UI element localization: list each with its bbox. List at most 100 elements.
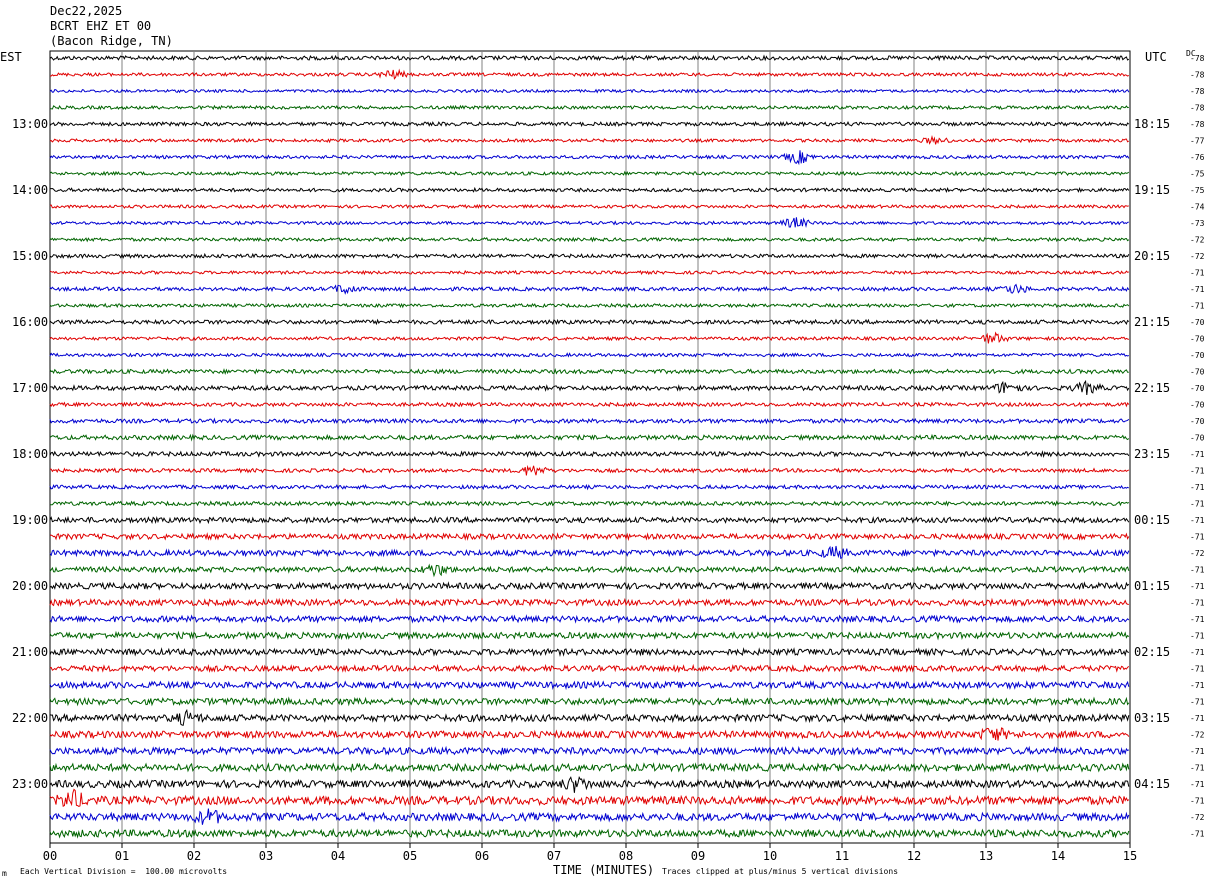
dc-offset-label: -70 xyxy=(1190,384,1205,393)
dc-offset-label: -71 xyxy=(1190,269,1205,278)
left-hour-label: 15:00 xyxy=(12,249,48,263)
dc-offset-label: -71 xyxy=(1190,500,1205,509)
seismic-trace xyxy=(50,379,1130,395)
seismic-trace xyxy=(49,170,1130,177)
clip-note: Traces clipped at plus/minus 5 vertical … xyxy=(662,867,899,876)
dc-offset-label: -72 xyxy=(1190,252,1205,261)
dc-offset-label: -75 xyxy=(1190,170,1205,179)
corner-mark: m xyxy=(2,869,7,878)
left-hour-label: 16:00 xyxy=(12,315,48,329)
dc-offset-label: -71 xyxy=(1190,615,1205,624)
dc-offset-label: -70 xyxy=(1190,417,1205,426)
dc-offset-label: -71 xyxy=(1190,302,1205,311)
dc-offset-label: -72 xyxy=(1190,731,1205,740)
seismic-trace xyxy=(49,597,1129,608)
seismic-trace xyxy=(49,236,1130,243)
seismic-trace xyxy=(49,186,1130,194)
dc-offset-label: -71 xyxy=(1190,681,1205,690)
dc-offset-label: -74 xyxy=(1190,203,1205,212)
seismic-trace xyxy=(49,283,1130,295)
plot-frame xyxy=(49,50,1131,844)
x-tick-label: 06 xyxy=(475,849,489,863)
seismic-trace xyxy=(49,500,1130,507)
dc-offset-label: -71 xyxy=(1190,797,1205,806)
x-tick-label: 07 xyxy=(547,849,561,863)
seismic-trace xyxy=(49,367,1129,375)
seismic-trace xyxy=(49,828,1130,839)
seismic-trace xyxy=(49,331,1129,344)
seismic-trace xyxy=(49,483,1130,491)
right-hour-label: 19:15 xyxy=(1134,183,1170,197)
x-tick-label: 11 xyxy=(835,849,849,863)
right-hour-label: 21:15 xyxy=(1134,315,1170,329)
seismic-trace xyxy=(49,515,1130,525)
seismic-trace xyxy=(49,776,1130,793)
grid-layer xyxy=(49,50,1131,848)
dc-offset-label: -78 xyxy=(1190,104,1205,113)
seismic-trace xyxy=(49,647,1130,657)
right-hour-label: 03:15 xyxy=(1134,711,1170,725)
seismic-trace xyxy=(49,464,1129,476)
dc-offset-label: -78 xyxy=(1190,87,1205,96)
dc-offset-label: -70 xyxy=(1190,401,1205,410)
seismic-trace xyxy=(49,708,1130,726)
seismic-trace xyxy=(49,433,1130,442)
x-tick-label: 12 xyxy=(907,849,921,863)
x-tick-label: 03 xyxy=(259,849,273,863)
seismic-trace xyxy=(49,54,1130,62)
seismic-trace xyxy=(49,680,1130,691)
dc-offset-label: -71 xyxy=(1190,632,1205,641)
dc-offset-label: -71 xyxy=(1190,533,1205,542)
left-hour-label: 13:00 xyxy=(12,117,48,131)
seismic-trace xyxy=(49,808,1130,825)
x-tick-label: 13 xyxy=(979,849,993,863)
seismic-trace xyxy=(50,68,1130,80)
dc-offset-label: -73 xyxy=(1190,219,1205,228)
dc-offset-label: -71 xyxy=(1190,450,1205,459)
dc-offset-label: -78 xyxy=(1190,54,1205,63)
seismic-trace xyxy=(49,696,1130,707)
seismic-trace xyxy=(49,614,1130,624)
x-tick-label: 15 xyxy=(1123,849,1137,863)
seismic-trace xyxy=(49,150,1130,166)
right-hour-label: 22:15 xyxy=(1134,381,1170,395)
seismic-trace xyxy=(49,302,1130,309)
x-tick-label: 14 xyxy=(1051,849,1065,863)
dc-offset-label: -71 xyxy=(1190,516,1205,525)
dc-offset-label: -71 xyxy=(1190,830,1205,839)
dc-offset-label: -71 xyxy=(1190,714,1205,723)
left-hour-label: 21:00 xyxy=(12,645,48,659)
right-hour-label: 20:15 xyxy=(1134,249,1170,263)
seismic-trace xyxy=(49,450,1130,458)
x-tick-label: 10 xyxy=(763,849,777,863)
dc-offset-label: -78 xyxy=(1190,120,1205,129)
dc-offset-label: -72 xyxy=(1190,549,1205,558)
seismic-trace xyxy=(49,203,1129,210)
seismic-trace xyxy=(49,727,1130,741)
dc-offset-label: -71 xyxy=(1190,747,1205,756)
dc-offset-label: -71 xyxy=(1190,285,1205,294)
dc-offset-label: -70 xyxy=(1190,335,1205,344)
seismic-trace xyxy=(49,252,1130,260)
seismic-trace xyxy=(49,104,1129,111)
left-hour-label: 23:00 xyxy=(12,777,48,791)
header-date: Dec22,2025 xyxy=(50,4,123,18)
dc-offset-label: -78 xyxy=(1190,71,1205,80)
right-hour-label: 18:15 xyxy=(1134,117,1170,131)
left-hour-label: 22:00 xyxy=(12,711,48,725)
header-location: (Bacon Ridge, TN) xyxy=(50,34,173,48)
dc-offset-label: -70 xyxy=(1190,368,1205,377)
seismic-trace xyxy=(49,269,1129,276)
seismic-trace xyxy=(49,401,1130,408)
dc-offset-label: -72 xyxy=(1190,813,1205,822)
dc-offset-label: -76 xyxy=(1190,153,1205,162)
trace-layer xyxy=(49,54,1130,839)
dc-offset-label: -70 xyxy=(1190,434,1205,443)
dc-offset-label: -71 xyxy=(1190,566,1205,575)
x-tick-label: 00 xyxy=(43,849,57,863)
left-hour-label: 19:00 xyxy=(12,513,48,527)
x-tick-label: 05 xyxy=(403,849,417,863)
left-timezone-label: EST xyxy=(0,50,22,64)
dc-offset-label: -70 xyxy=(1190,351,1205,360)
